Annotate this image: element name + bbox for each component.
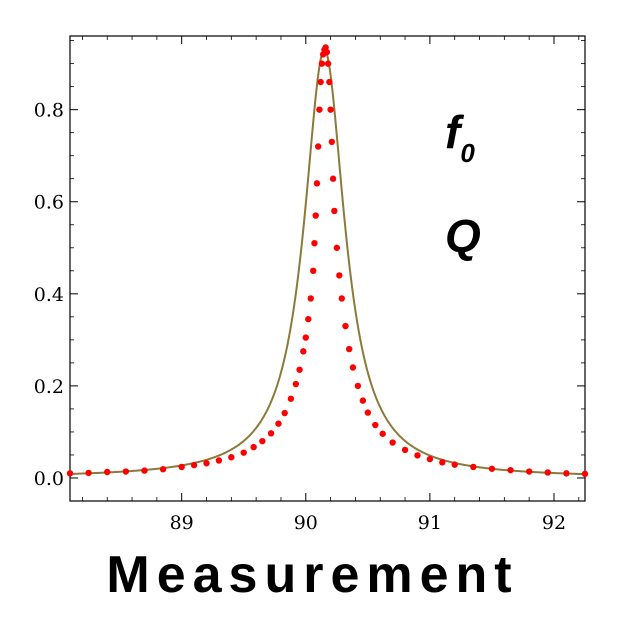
data-point: [228, 454, 235, 461]
data-point: [296, 366, 303, 373]
data-point: [312, 212, 319, 219]
data-point: [327, 106, 334, 113]
data-point: [414, 452, 421, 459]
x-tick-label: 91: [418, 512, 442, 534]
data-point: [389, 439, 396, 446]
points-layer: [66, 44, 589, 478]
data-point: [354, 382, 362, 390]
data-point: [439, 459, 446, 466]
data-point: [331, 207, 338, 215]
y-tick-label: 0.4: [34, 284, 64, 306]
data-point: [267, 430, 275, 437]
data-point: [364, 409, 372, 416]
data-point: [307, 295, 314, 302]
data-point: [338, 295, 345, 302]
data-point: [311, 239, 318, 247]
data-point: [122, 468, 130, 475]
data-point: [85, 469, 92, 477]
data-point: [190, 461, 198, 469]
data-point: [323, 48, 331, 56]
data-point: [316, 106, 323, 113]
x-tick-label: 90: [294, 512, 318, 534]
data-point: [250, 443, 257, 451]
annotation-q: Q: [445, 210, 481, 262]
data-point: [159, 466, 167, 473]
data-point: [359, 397, 367, 404]
data-point: [66, 470, 74, 477]
data-point: [292, 380, 300, 388]
data-point: [563, 470, 570, 477]
data-point: [178, 463, 185, 471]
data-point: [342, 322, 349, 330]
y-tick-label: 0.0: [34, 468, 64, 490]
data-point: [333, 244, 341, 251]
data-point: [329, 175, 337, 182]
data-point: [507, 466, 514, 474]
data-point: [310, 267, 317, 274]
data-point: [302, 334, 309, 341]
data-point: [318, 60, 326, 67]
data-point: [470, 463, 477, 471]
data-point: [141, 467, 148, 474]
data-point: [349, 364, 357, 371]
y-tick-label: 0.8: [34, 100, 64, 122]
data-point: [104, 468, 111, 476]
data-point: [401, 446, 409, 454]
data-point: [328, 138, 336, 146]
data-point: [313, 180, 321, 187]
x-tick-label: 92: [542, 512, 566, 534]
x-tick-label: 89: [170, 512, 194, 534]
data-point: [372, 421, 379, 429]
data-point: [314, 143, 322, 150]
data-point: [215, 457, 223, 464]
data-point: [287, 395, 295, 402]
data-point: [488, 465, 496, 472]
data-point: [379, 430, 386, 437]
data-point: [451, 461, 458, 468]
y-tick-label: 0.6: [34, 192, 64, 214]
ticks-layer: 89 90 91 92 0.0 0.2 0.4 0.6 0.8: [34, 36, 585, 534]
data-point: [259, 437, 266, 445]
data-point: [275, 420, 282, 427]
data-point: [281, 409, 288, 417]
data-point: [525, 468, 533, 475]
fit-line: [69, 48, 586, 476]
data-point: [426, 455, 434, 463]
data-point: [305, 315, 312, 323]
y-tick-label: 0.2: [34, 376, 64, 398]
data-point: [326, 78, 333, 86]
annotation-layer: f0 Q: [445, 106, 481, 262]
data-point: [240, 449, 247, 456]
data-point: [581, 470, 589, 478]
data-point: [324, 60, 332, 67]
x-axis-title: Measurement: [106, 546, 519, 604]
data-point: [544, 469, 551, 476]
data-point: [346, 345, 353, 353]
data-point: [317, 78, 324, 86]
data-point: [203, 460, 210, 467]
data-point: [336, 272, 343, 279]
annotation-f0: f0: [445, 106, 475, 168]
plot-frame: [69, 35, 586, 502]
data-point: [300, 348, 307, 355]
fit-layer: [69, 48, 586, 476]
